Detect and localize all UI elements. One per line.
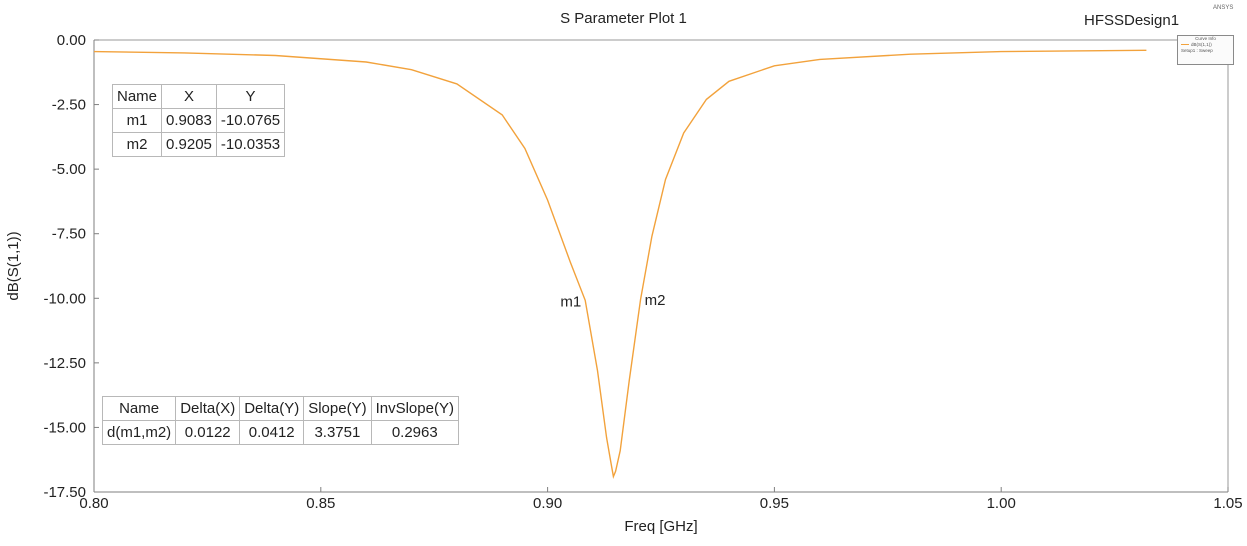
table-row: m2 0.9205 -10.0353: [111, 132, 286, 157]
ansys-logo: ANSYS: [1213, 5, 1234, 11]
x-axis-label: Freq [GHz]: [624, 518, 697, 535]
table-cell: 0.2963: [370, 420, 459, 445]
table-row: d(m1,m2) 0.0122 0.0412 3.3751 0.2963: [101, 420, 459, 445]
table-cell: 0.9205: [161, 132, 217, 157]
table-cell: m1: [111, 108, 163, 133]
table-cell: 0.0122: [175, 420, 241, 445]
y-tick-label: -5.00: [52, 161, 86, 178]
design-name: HFSSDesign1: [1084, 12, 1180, 29]
y-axis-label: dB(S(1,1)): [5, 231, 22, 300]
table-header-row: Name Delta(X) Delta(Y) Slope(Y) InvSlope(Y): [101, 396, 459, 421]
table-cell: 0.9083: [161, 108, 217, 133]
table-header-cell: InvSlope(Y): [370, 396, 459, 421]
legend-swatch: [1181, 44, 1189, 46]
x-tick-label: 0.85: [306, 495, 335, 512]
marker-label-m1: m1: [560, 293, 581, 310]
table-header-cell: Name: [101, 396, 177, 421]
table-header-cell: Name: [111, 84, 163, 109]
table-header-cell: Delta(X): [175, 396, 241, 421]
table-header-cell: Delta(Y): [239, 396, 305, 421]
table-cell: -10.0353: [215, 132, 286, 157]
series-line: [93, 49, 1147, 479]
marker-label-m2: m2: [645, 292, 666, 309]
table-cell: m2: [111, 132, 163, 157]
y-tick-label: 0.00: [57, 32, 86, 49]
legend-series-label: dB(S(1,1)): [1191, 42, 1212, 47]
legend-setup-label: Setup1 : Sweep: [1181, 48, 1213, 53]
y-tick-label: -15.00: [43, 419, 86, 436]
y-tick-label: -17.50: [43, 484, 86, 501]
table-cell: d(m1,m2): [101, 420, 177, 445]
legend-entry: dB(S(1,1)): [1178, 42, 1233, 48]
y-tick-label: -10.00: [43, 290, 86, 307]
y-tick-label: -7.50: [52, 226, 86, 243]
table-header-cell: Slope(Y): [303, 396, 372, 421]
table-cell: 0.0412: [239, 420, 305, 445]
table-header-cell: Y: [215, 84, 286, 109]
chart-title: S Parameter Plot 1: [560, 10, 687, 27]
x-tick-label: 1.05: [1213, 495, 1242, 512]
x-tick-label: 1.00: [987, 495, 1016, 512]
table-header-row: Name X Y: [111, 84, 286, 109]
x-tick-label: 0.95: [760, 495, 789, 512]
legend: Curve Info dB(S(1,1)) Setup1 : Sweep: [1177, 35, 1234, 65]
table-cell: 3.3751: [303, 420, 372, 445]
x-tick-label: 0.90: [533, 495, 562, 512]
y-tick-label: -12.50: [43, 355, 86, 372]
x-tick-label: 0.80: [79, 495, 108, 512]
table-cell: -10.0765: [215, 108, 286, 133]
y-tick-label: -2.50: [52, 97, 86, 114]
delta-marker-table: Name Delta(X) Delta(Y) Slope(Y) InvSlope(Y) d…: [101, 396, 459, 445]
legend-title: Curve Info: [1195, 36, 1216, 41]
table-header-cell: X: [161, 84, 217, 109]
table-row: m1 0.9083 -10.0765: [111, 108, 286, 133]
